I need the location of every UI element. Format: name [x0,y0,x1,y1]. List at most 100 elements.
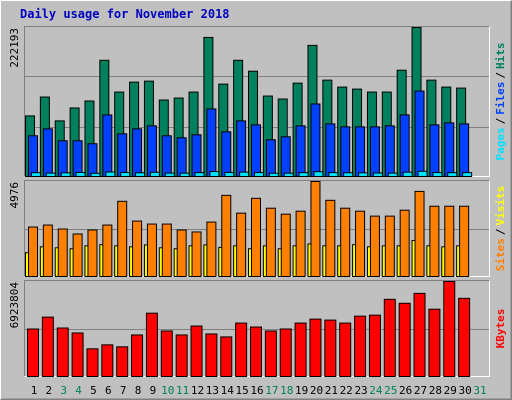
bar [117,200,128,277]
bar [369,215,380,277]
x-tick-label: 1 [31,384,38,397]
bar [235,322,248,377]
x-tick-label: 23 [354,384,367,397]
plot-border [24,26,490,177]
x-tick-label: 24 [369,384,383,397]
bar [268,172,279,178]
bar [458,297,471,378]
bar [120,171,131,177]
bar [250,326,262,377]
x-tick-label: 10 [161,384,174,397]
bar [429,205,440,278]
x-tick-label: 31 [473,384,486,397]
x-tick-label: 4 [75,384,82,397]
bar [384,125,395,177]
bar [71,332,84,377]
x-tick-label: 5 [90,384,97,397]
x-tick-label: 17 [265,384,278,397]
bar [429,124,440,177]
bar [279,328,292,377]
legend-entry: Pages [494,127,507,160]
bar [161,135,172,177]
bar [369,126,380,177]
x-tick-label: 25 [384,384,397,397]
bar [251,197,261,277]
bar [414,90,425,177]
bar [459,205,470,278]
bar [310,181,321,277]
bar [105,171,116,177]
x-tick-label: 13 [206,384,219,397]
bar [398,302,411,377]
legend-separator: / [494,72,507,79]
bar [191,231,202,277]
bar [164,172,175,177]
bar [224,171,235,177]
legend: Pages / Files / Hits [494,43,507,161]
bar [265,207,276,277]
bar [325,123,336,177]
bar [417,170,428,177]
x-tick-label: 26 [399,384,412,397]
bar [309,318,322,377]
bar [132,128,143,177]
bar [355,210,366,277]
x-tick-label: 20 [310,384,323,397]
bar [190,325,203,377]
bar [220,336,233,377]
bar [354,315,367,377]
bar [28,226,38,277]
bar [42,128,53,177]
legend-entry: Sites [494,238,507,271]
bar [179,172,190,177]
bar [413,292,426,378]
x-tick-label: 19 [295,384,308,397]
x-tick-label: 7 [120,384,127,397]
bar [325,199,336,277]
bar [280,136,291,178]
bar [339,322,352,377]
bar [160,330,173,377]
legend: KBytes [494,309,507,349]
bar [236,212,247,277]
bar [383,298,396,378]
bar [444,205,455,278]
x-tick-label: 21 [325,384,338,397]
bar [343,172,354,177]
bar [57,140,68,177]
bar [399,209,410,277]
y-tick-label: 6923804 [8,282,21,329]
bar [102,114,113,178]
bar [42,224,53,278]
bar [251,124,261,177]
bar [372,172,383,177]
bar [324,319,337,377]
bar [86,348,99,377]
bar [368,314,381,377]
plot-border [24,280,490,377]
bar [384,215,395,277]
bar [444,122,455,177]
y-tick-label: 222193 [8,28,21,68]
bar [295,125,306,177]
x-tick-label: 14 [221,384,235,397]
bar [239,171,250,178]
bar [131,334,144,377]
legend-entry: Visits [494,186,507,226]
bar [176,137,187,178]
x-tick-label: 29 [444,384,457,397]
legend-separator: / [494,228,507,235]
bar [146,125,157,177]
x-tick-label: 11 [176,384,189,397]
bar [340,207,351,277]
bar [194,172,205,177]
bar [355,126,366,177]
bar [175,334,188,377]
bar [265,139,276,178]
y-tick-label: 4976 [8,182,21,209]
bar [221,194,232,278]
bar [72,140,83,177]
bar [60,172,71,178]
